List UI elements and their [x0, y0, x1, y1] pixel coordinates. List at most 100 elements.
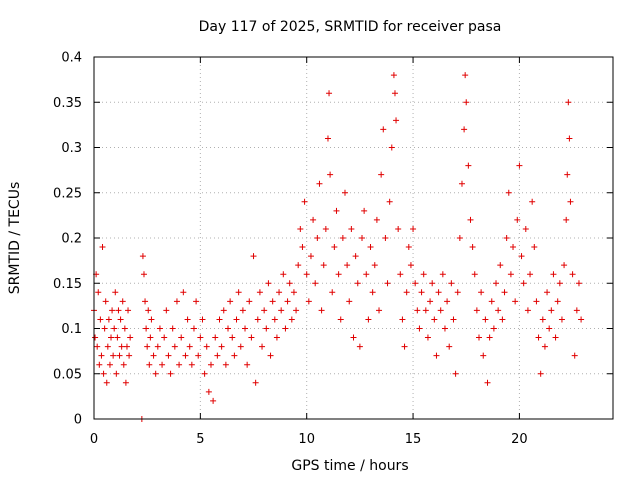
- data-point: [101, 325, 108, 332]
- data-point: [433, 352, 440, 359]
- data-point: [431, 316, 438, 323]
- data-point: [140, 271, 147, 278]
- data-point: [514, 216, 521, 223]
- data-point: [344, 262, 351, 269]
- data-point: [510, 244, 517, 251]
- data-point: [173, 298, 180, 305]
- data-point: [184, 316, 191, 323]
- data-point: [407, 262, 414, 269]
- data-point: [537, 370, 544, 377]
- data-point: [102, 298, 109, 305]
- data-point: [450, 316, 457, 323]
- data-point: [333, 207, 340, 214]
- data-point: [371, 262, 378, 269]
- data-point: [103, 379, 110, 386]
- data-point: [554, 298, 561, 305]
- data-point: [399, 316, 406, 323]
- data-point: [471, 271, 478, 278]
- data-point: [163, 307, 170, 314]
- data-point: [109, 307, 116, 314]
- data-point: [244, 361, 251, 368]
- data-point: [329, 289, 336, 296]
- data-point: [369, 289, 376, 296]
- data-point: [178, 334, 185, 341]
- data-point: [497, 262, 504, 269]
- data-point: [152, 370, 159, 377]
- data-point: [123, 343, 130, 350]
- data-point: [92, 334, 99, 341]
- data-point: [386, 198, 393, 205]
- y-tick-label: 0.35: [53, 96, 82, 111]
- data-point: [299, 244, 306, 251]
- data-point: [176, 361, 183, 368]
- data-point: [563, 216, 570, 223]
- x-tick-label: 15: [405, 432, 422, 447]
- y-tick-label: 0.3: [61, 141, 82, 156]
- data-point: [210, 397, 217, 404]
- data-point: [307, 253, 314, 260]
- data-point: [473, 307, 480, 314]
- data-point: [335, 271, 342, 278]
- data-point: [573, 307, 580, 314]
- data-point: [382, 235, 389, 241]
- data-points: [91, 72, 585, 422]
- chart-title: Day 117 of 2025, SRMTID for receiver pas…: [199, 19, 502, 35]
- data-point: [233, 316, 240, 323]
- data-point: [462, 72, 469, 79]
- data-point: [126, 352, 133, 359]
- data-point: [156, 325, 163, 332]
- data-point: [488, 298, 495, 305]
- data-point: [529, 198, 536, 205]
- data-point: [564, 171, 571, 178]
- data-point: [484, 379, 491, 386]
- data-point: [380, 126, 387, 133]
- data-point: [465, 162, 472, 169]
- data-point: [286, 280, 293, 287]
- data-point: [339, 235, 346, 241]
- data-point: [94, 343, 101, 350]
- data-point: [318, 307, 325, 314]
- data-point: [207, 361, 214, 368]
- axis-ticks: [93, 56, 613, 420]
- data-point: [503, 235, 510, 241]
- data-point: [461, 126, 468, 133]
- data-point: [393, 117, 400, 124]
- data-point: [314, 235, 321, 241]
- y-tick-label: 0.1: [61, 322, 82, 337]
- y-tick-label: 0.05: [53, 367, 82, 382]
- data-point: [561, 262, 568, 269]
- data-point: [295, 262, 302, 269]
- data-point: [539, 316, 546, 323]
- data-point: [524, 307, 531, 314]
- y-tick-label: 0.2: [61, 232, 82, 247]
- data-point: [467, 216, 474, 223]
- data-point: [486, 334, 493, 341]
- y-tick-label: 0: [74, 413, 82, 428]
- x-tick-label: 0: [90, 432, 98, 447]
- data-point: [212, 334, 219, 341]
- data-point: [182, 352, 189, 359]
- data-point: [501, 289, 508, 296]
- data-point: [388, 144, 395, 151]
- x-tick-label: 20: [511, 432, 528, 447]
- data-point: [365, 316, 372, 323]
- data-point: [115, 307, 122, 314]
- data-point: [446, 343, 453, 350]
- data-point: [144, 343, 151, 350]
- data-point: [146, 361, 153, 368]
- data-point: [480, 352, 487, 359]
- data-point: [113, 370, 120, 377]
- data-point: [250, 253, 257, 260]
- data-point: [273, 334, 280, 341]
- data-point: [169, 325, 176, 332]
- data-point: [122, 379, 129, 386]
- data-point: [541, 343, 548, 350]
- data-point: [180, 289, 187, 296]
- data-point: [220, 307, 227, 314]
- data-point: [463, 99, 470, 106]
- data-point: [373, 216, 380, 223]
- data-point: [435, 289, 442, 296]
- data-point: [288, 316, 295, 323]
- data-point: [401, 343, 408, 350]
- data-point: [167, 370, 174, 377]
